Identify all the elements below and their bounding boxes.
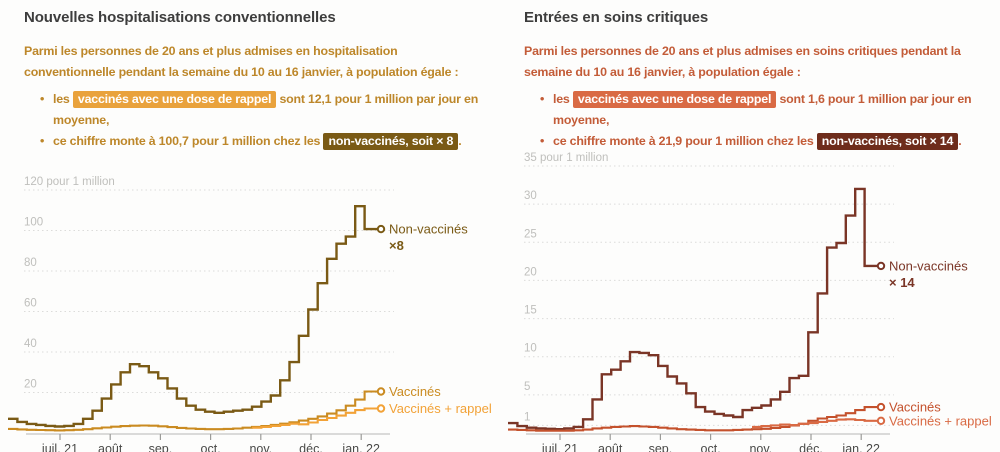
series-end-label: Vaccinés + rappel — [889, 413, 992, 428]
series-line-vaccin-s-rappel — [252, 407, 377, 429]
bullet-vaccines-rappel: les vaccinés avec une dose de rappel son… — [540, 89, 980, 131]
series-end-marker — [376, 387, 386, 396]
y-axis-tick-label: 1 — [524, 411, 530, 423]
series-end-label: Non-vaccinés — [389, 222, 468, 237]
highlight-vaccines-rappel: vaccinés avec une dose de rappel — [72, 91, 277, 108]
bullet-list: les vaccinés avec une dose de rappel son… — [524, 89, 980, 152]
x-axis-tick-label: sep. — [649, 442, 673, 452]
series-line-vaccin-s — [8, 390, 377, 432]
series-end-label: Vaccinés — [389, 384, 441, 399]
x-axis-tick-label: juil. 21 — [41, 442, 78, 452]
series-end-label: Vaccinés — [889, 400, 941, 415]
intro-text-soins-critiques: Parmi les personnes de 20 ans et plus ad… — [524, 44, 961, 79]
x-axis-tick-label: jan. 22 — [341, 442, 380, 452]
y-axis-tick-label: 120 pour 1 million — [24, 176, 115, 188]
series-end-marker — [876, 261, 886, 271]
y-axis-tick-label: 5 — [524, 381, 530, 393]
highlight-non-vaccines: non-vaccinés, soit × 8 — [323, 133, 459, 150]
x-axis-tick-label: août — [98, 442, 123, 452]
series-multiplier-label: × 14 — [889, 275, 915, 290]
series-line-non-vaccin-s — [508, 187, 877, 431]
series-end-label: Non-vaccinés — [889, 258, 968, 273]
panel-soins-critiques: Entrées en soins critiques Parmi les per… — [500, 0, 1000, 452]
chart-title-hospitalisations: Nouvelles hospitalisations conventionnel… — [24, 9, 336, 26]
x-axis-tick-label: jan. 22 — [841, 442, 880, 452]
highlight-vaccines-rappel: vaccinés avec une dose de rappel — [572, 91, 777, 108]
bullet-pre: les — [53, 92, 73, 106]
x-axis-tick-label: sep. — [149, 442, 173, 452]
series-line-non-vaccin-s — [8, 205, 377, 428]
bullet-non-vaccines: ce chiffre monte à 21,9 pour 1 million c… — [540, 131, 980, 152]
y-axis-tick-label: 40 — [24, 338, 37, 350]
intro-text-hospitalisations: Parmi les personnes de 20 ans et plus ad… — [24, 44, 459, 79]
y-axis-tick-label: 20 — [24, 379, 37, 391]
bullet-post: . — [958, 134, 962, 148]
bullet-non-vaccines: ce chiffre monte à 100,7 pour 1 million … — [40, 131, 480, 152]
chart-title-soins-critiques: Entrées en soins critiques — [524, 9, 709, 26]
bullet-pre: ce chiffre monte à 21,9 pour 1 million c… — [553, 134, 817, 148]
bullet-post: sont 1,6 pour 1 million par jour en moye… — [553, 92, 972, 127]
y-axis-tick-label: 20 — [524, 266, 537, 278]
bullet-vaccines-rappel: les vaccinés avec une dose de rappel son… — [40, 89, 480, 131]
x-axis-tick-label: oct. — [201, 442, 221, 452]
y-axis-tick-label: 80 — [24, 257, 37, 269]
series-end-label: Vaccinés + rappel — [389, 401, 492, 416]
bullet-pre: ce chiffre monte à 100,7 pour 1 million … — [53, 134, 324, 148]
x-axis-tick-label: déc. — [299, 442, 323, 452]
y-axis-tick-label: 100 — [24, 217, 43, 229]
x-axis-tick-label: déc. — [799, 442, 823, 452]
y-axis-tick-label: 10 — [524, 343, 537, 355]
series-end-marker — [876, 402, 886, 412]
bullet-post: . — [458, 134, 462, 148]
bullet-list: les vaccinés avec une dose de rappel son… — [24, 89, 480, 152]
series-line-vaccin-s — [508, 406, 877, 432]
bullet-pre: les — [553, 92, 573, 106]
x-axis-tick-label: juil. 21 — [541, 442, 578, 452]
y-axis-tick-label: 60 — [24, 298, 37, 310]
bullet-post: sont 12,1 pour 1 million par jour en moy… — [53, 92, 479, 127]
x-axis-tick-label: août — [598, 442, 623, 452]
series-end-marker — [376, 224, 386, 234]
series-line-vaccin-s-rappel — [752, 418, 877, 428]
y-axis-tick-label: 35 pour 1 million — [524, 152, 608, 164]
panel-hospitalisations: Nouvelles hospitalisations conventionnel… — [0, 0, 500, 452]
y-axis-tick-label: 30 — [524, 190, 537, 202]
y-axis-tick-label: 15 — [524, 305, 537, 317]
x-axis-tick-label: nov. — [249, 442, 272, 452]
series-end-marker — [376, 404, 386, 413]
series-end-marker — [876, 416, 886, 425]
x-axis-tick-label: nov. — [749, 442, 772, 452]
highlight-non-vaccines: non-vaccinés, soit × 14 — [816, 133, 959, 150]
y-axis-tick-label: 25 — [524, 228, 537, 240]
series-multiplier-label: ×8 — [389, 238, 404, 253]
step-chart-hospitalisations: 20 40 60 80 100 120 pour 1 million juil. 21 aoû… — [8, 176, 492, 452]
x-axis-tick-label: oct. — [701, 442, 721, 452]
